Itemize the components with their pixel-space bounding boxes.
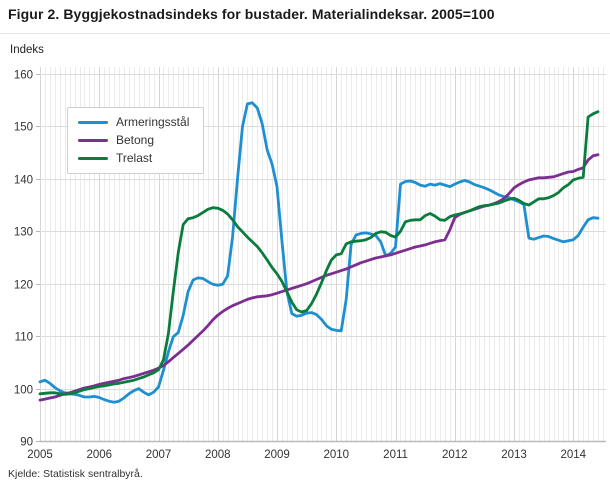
series-line-trelast (38, 110, 600, 396)
trelast-line-swatch (78, 156, 108, 161)
y-tick-label: 90 (20, 437, 33, 449)
y-tick-label: 100 (14, 385, 33, 397)
x-tick-label: 2010 (323, 449, 349, 461)
x-tick-label: 2012 (442, 449, 468, 461)
y-axis-title: Indeks (10, 44, 44, 56)
legend-item-armeringsstal[interactable]: Armeringsstål (78, 115, 189, 130)
title-divider (0, 33, 610, 34)
x-tick-label: 2013 (501, 449, 527, 461)
legend-label-betong: Betong (116, 133, 155, 147)
x-tick-label: 2009 (264, 449, 290, 461)
x-tick-label: 2007 (146, 449, 172, 461)
legend-item-betong[interactable]: Betong (78, 133, 189, 148)
x-tick-label: 2011 (383, 449, 408, 461)
legend-item-trelast[interactable]: Trelast (78, 151, 189, 166)
legend: Armeringsstål Betong Trelast (67, 107, 205, 174)
year-gridlines (40, 67, 574, 441)
y-tick-label: 140 (14, 175, 33, 187)
x-tick-label: 2014 (561, 449, 587, 461)
chart-title: Figur 2. Byggjekostnadsindeks for bustad… (8, 6, 495, 22)
x-tick-label: 2005 (27, 449, 53, 461)
y-tick-label: 130 (14, 227, 33, 239)
legend-label-armeringsstal: Armeringsstål (116, 115, 190, 129)
betong-line-swatch (78, 138, 108, 143)
legend-label-trelast: Trelast (116, 151, 153, 165)
x-tick-label: 2006 (86, 449, 112, 461)
y-tick-label: 150 (14, 122, 33, 134)
source-note: Kjelde: Statistisk sentralbyrå. (8, 468, 143, 480)
y-tick-label: 160 (14, 70, 33, 82)
series-line-betong (38, 153, 600, 402)
armeringsstal-line-swatch (78, 120, 108, 125)
x-tick-label: 2008 (205, 449, 231, 461)
y-tick-label: 120 (14, 280, 33, 292)
x-axis: 2005 2006 2007 2008 2009 2010 2011 2012 2013 2014 (27, 440, 606, 461)
y-tick-label: 110 (15, 332, 33, 344)
